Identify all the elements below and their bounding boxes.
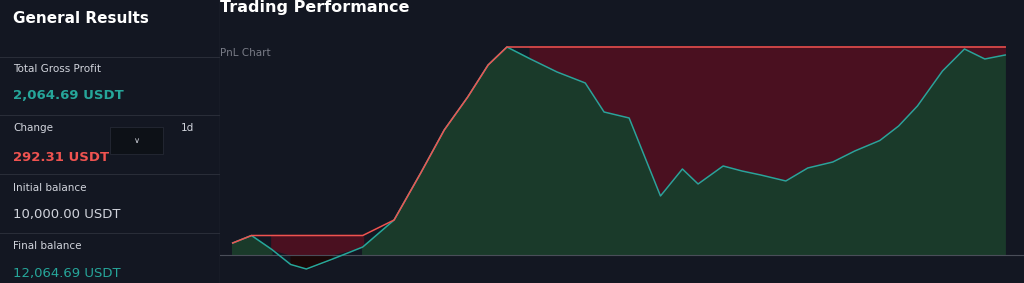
- Text: 12,064.69 USDT: 12,064.69 USDT: [13, 267, 121, 280]
- Text: ∨: ∨: [133, 136, 139, 145]
- Bar: [111, 127, 163, 154]
- Text: Total Gross Profit: Total Gross Profit: [13, 64, 101, 74]
- Text: Final balance: Final balance: [13, 241, 82, 251]
- Text: Change: Change: [13, 123, 53, 133]
- Text: 1d: 1d: [180, 123, 194, 133]
- Text: General Results: General Results: [13, 11, 150, 26]
- Text: Initial balance: Initial balance: [13, 183, 87, 192]
- Text: Trading Performance: Trading Performance: [220, 0, 410, 15]
- Text: 2,064.69 USDT: 2,064.69 USDT: [13, 89, 124, 102]
- Text: PnL Chart: PnL Chart: [220, 48, 270, 58]
- Text: 292.31 USDT: 292.31 USDT: [13, 151, 110, 164]
- Text: 10,000.00 USDT: 10,000.00 USDT: [13, 208, 121, 221]
